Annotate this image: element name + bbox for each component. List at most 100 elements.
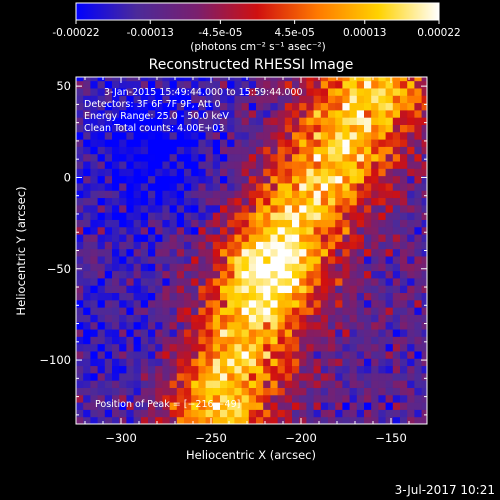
heatmap-cell [292,277,300,286]
heatmap-cell [270,241,279,250]
heatmap-cell [364,350,372,359]
heatmap-cell [83,241,91,250]
heatmap-cell [104,182,113,191]
heatmap-cell [407,372,415,381]
heatmap-cell [191,197,199,206]
heatmap-cell [140,285,149,294]
heatmap-cell [299,321,307,330]
heatmap-cell [385,146,394,155]
heatmap-cell [256,394,264,403]
heatmap-cell [277,350,286,359]
heatmap-cell [162,102,171,111]
heatmap-cell [220,409,228,418]
heatmap-cell [356,87,365,96]
heatmap-cell [292,168,300,177]
heatmap-cell [205,234,214,242]
heatmap-cell [356,329,365,337]
heatmap-cell [385,255,394,264]
heatmap-cell [277,409,286,418]
heatmap-cell [104,139,113,147]
heatmap-cell [140,277,149,286]
heatmap-cell [90,102,99,111]
heatmap-cell [313,402,322,410]
heatmap-cell [104,277,113,286]
heatmap-cell [184,409,192,418]
heatmap-cell [212,139,221,147]
heatmap-cell [148,285,156,294]
heatmap-cell [119,416,127,424]
heatmap-cell [212,314,221,323]
heatmap-cell [234,204,243,213]
heatmap-cell [256,87,264,96]
heatmap-cell [220,102,228,111]
heatmap-cell [90,336,99,345]
heatmap-cell [292,146,300,155]
heatmap-cell [162,212,171,220]
heatmap-cell [248,109,257,118]
heatmap-cell [104,234,113,242]
heatmap-cell [349,387,358,396]
heatmap-cell [371,285,379,294]
heatmap-cell [148,292,156,301]
heatmap-cell [90,204,99,213]
heatmap-cell [400,153,408,162]
heatmap-cell [241,161,250,169]
heatmap-cell [328,270,336,279]
heatmap-cell [140,336,149,345]
x-tick-label: −200 [285,431,317,445]
heatmap-cell [220,380,228,388]
heatmap-cell [284,182,293,191]
heatmap-cell [414,409,423,418]
heatmap-cell [349,365,358,374]
heatmap-cell [313,409,322,418]
heatmap-cell [169,95,178,104]
heatmap-cell [371,190,379,199]
heatmap-cell [148,117,156,125]
heatmap-cell [277,241,286,250]
heatmap-cell [342,285,351,294]
heatmap-cell [83,402,91,410]
heatmap-cell [392,329,401,337]
heatmap-cell [205,190,214,199]
heatmap-cell [349,146,358,155]
heatmap-cell [400,321,408,330]
heatmap-cell [378,161,387,169]
heatmap-cell [277,168,286,177]
heatmap-cell [320,212,329,220]
heatmap-cell [392,292,401,301]
heatmap-cell [263,394,271,403]
heatmap-cell [162,292,171,301]
heatmap-cell [76,255,84,264]
heatmap-cell [162,161,171,169]
heatmap-cell [234,241,243,250]
heatmap-cell [155,117,163,125]
heatmap-cell [277,394,286,403]
heatmap-cell [313,219,322,228]
heatmap-cell [270,87,279,96]
heatmap-cell [212,197,221,206]
heatmap-cell [97,124,106,133]
heatmap-cell [385,372,394,381]
heatmap-cell [83,175,91,184]
heatmap-cell [112,372,120,381]
heatmap-cell [414,270,423,279]
heatmap-cell [169,343,178,352]
heatmap-cell [414,161,423,169]
heatmap-cell [256,161,264,169]
heatmap-cell [227,387,235,396]
heatmap-cell [220,190,228,199]
heatmap-cell [205,387,214,396]
heatmap-cell [371,350,379,359]
heatmap-cell [320,95,329,104]
heatmap-cell [176,248,185,257]
heatmap-cell [270,212,279,220]
heatmap-cell [169,190,178,199]
heatmap-cell [169,277,178,286]
heatmap-cell [356,226,365,235]
heatmap-cell [148,197,156,206]
heatmap-cell [400,80,408,89]
heatmap-cell [212,204,221,213]
heatmap-cell [335,168,343,177]
heatmap-cell [104,270,113,279]
heatmap-cell [220,168,228,177]
